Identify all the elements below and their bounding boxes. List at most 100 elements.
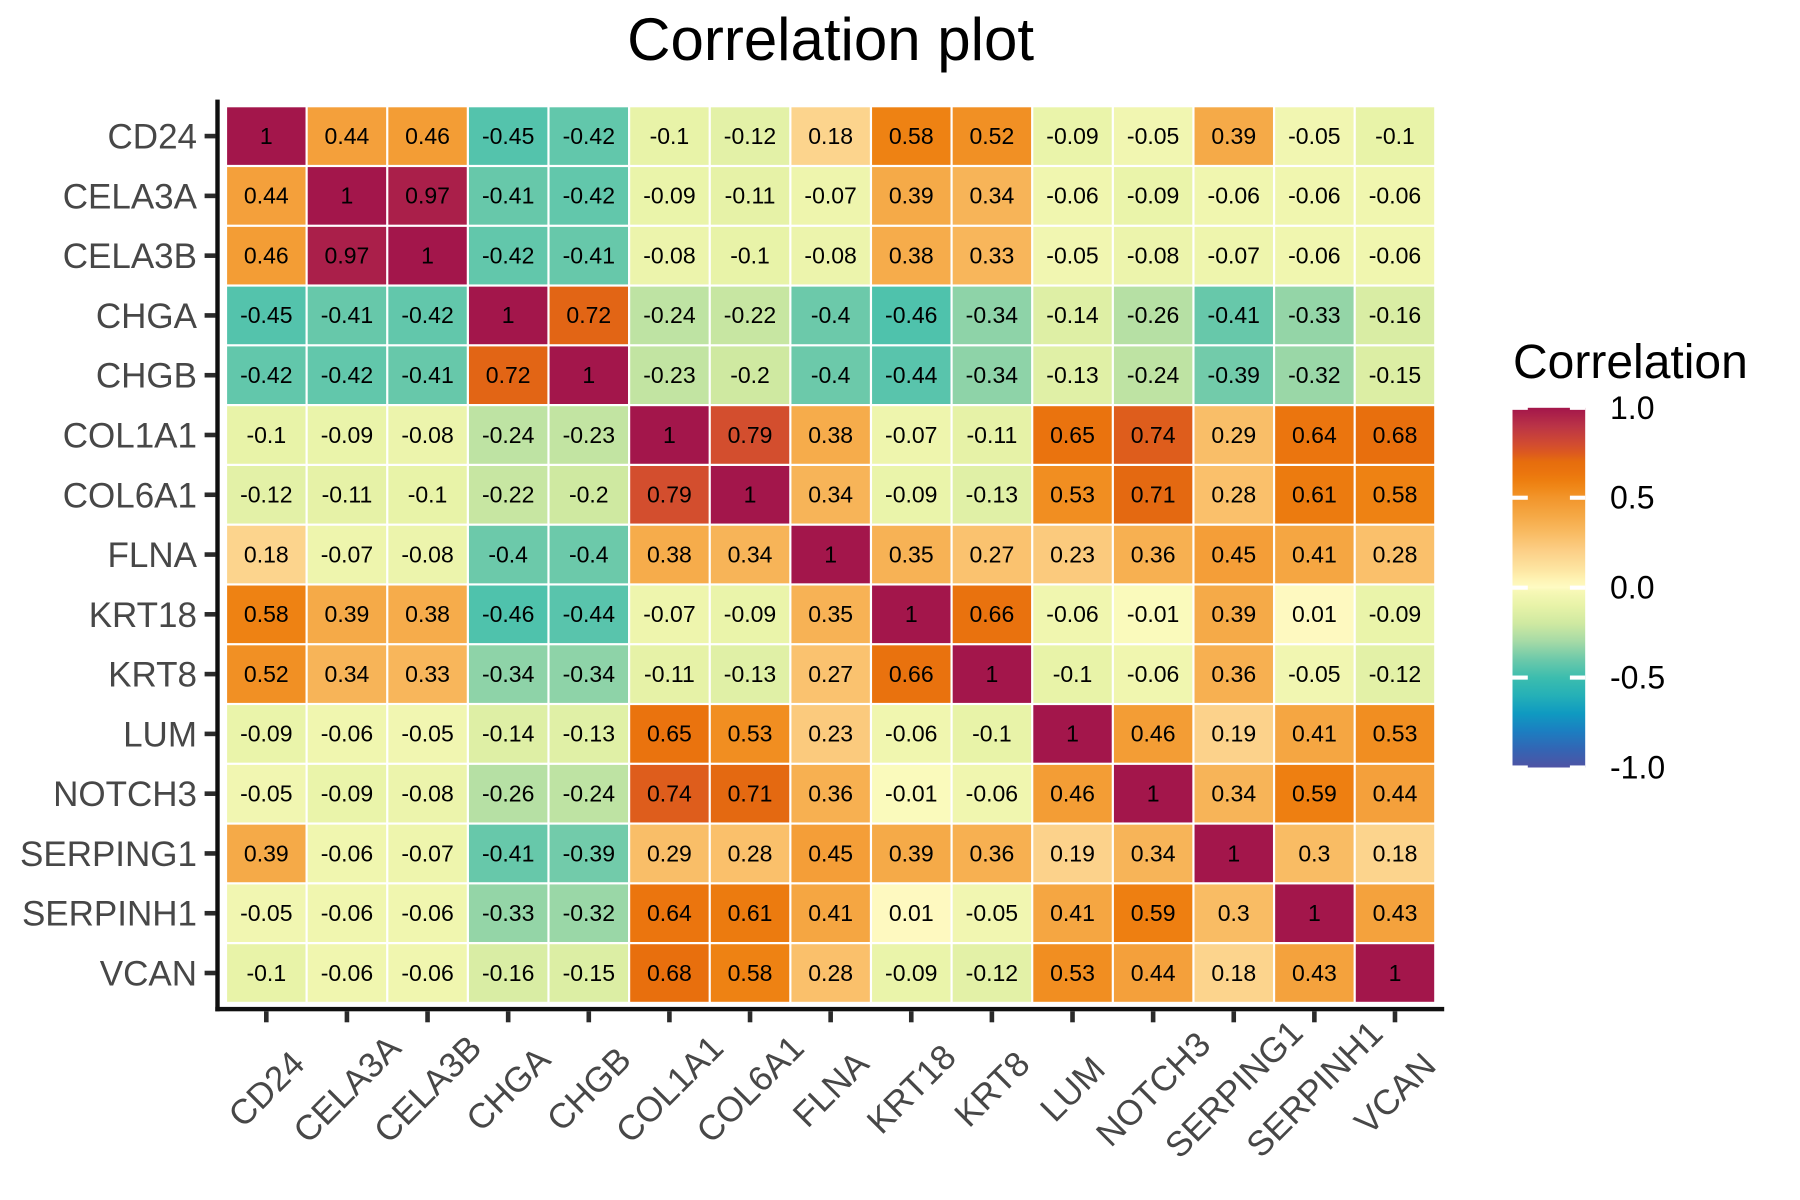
svg-text:-0.44: -0.44 [885,362,938,388]
svg-text:0.61: 0.61 [1292,482,1337,508]
svg-text:0.3: 0.3 [1218,900,1250,926]
svg-text:-0.41: -0.41 [1208,302,1260,328]
svg-text:0.53: 0.53 [1373,721,1418,747]
svg-text:0.33: 0.33 [405,661,450,687]
svg-text:CD24: CD24 [108,118,197,157]
svg-text:-0.06: -0.06 [966,780,1018,806]
svg-text:-0.32: -0.32 [563,900,615,926]
svg-text:-0.09: -0.09 [1369,601,1421,627]
svg-text:CHGB: CHGB [96,357,197,396]
svg-text:-0.2: -0.2 [730,362,770,388]
svg-text:0.38: 0.38 [647,541,692,567]
svg-text:0.41: 0.41 [808,900,853,926]
svg-text:-0.44: -0.44 [563,601,616,627]
svg-text:0.01: 0.01 [889,900,934,926]
svg-text:0.79: 0.79 [728,422,773,448]
svg-text:-0.1: -0.1 [1053,661,1093,687]
svg-text:0.36: 0.36 [808,780,853,806]
svg-text:1: 1 [341,183,354,209]
svg-text:-0.09: -0.09 [1127,183,1179,209]
svg-text:KRT8: KRT8 [108,656,197,695]
svg-text:-0.06: -0.06 [1046,601,1098,627]
svg-text:-0.06: -0.06 [1046,183,1098,209]
svg-text:0.72: 0.72 [566,302,611,328]
svg-text:-0.05: -0.05 [1288,123,1340,149]
svg-text:0.71: 0.71 [728,780,773,806]
svg-text:0.53: 0.53 [1050,960,1095,986]
svg-text:-0.09: -0.09 [321,422,373,448]
svg-text:0.44: 0.44 [244,183,289,209]
svg-text:-0.42: -0.42 [401,302,453,328]
svg-text:0.59: 0.59 [1131,900,1176,926]
svg-text:-0.13: -0.13 [563,721,615,747]
svg-text:0.19: 0.19 [1050,840,1095,866]
svg-text:-0.15: -0.15 [563,960,615,986]
svg-text:0.58: 0.58 [244,601,289,627]
svg-text:-0.5: -0.5 [1610,660,1665,696]
svg-text:0.5: 0.5 [1610,480,1654,516]
svg-text:-0.06: -0.06 [1288,183,1340,209]
svg-text:0.19: 0.19 [1211,721,1256,747]
svg-text:Correlation: Correlation [1513,336,1748,389]
svg-text:0.97: 0.97 [405,183,450,209]
svg-text:-0.09: -0.09 [1046,123,1098,149]
svg-text:1.0: 1.0 [1610,390,1654,426]
svg-text:-0.05: -0.05 [966,900,1018,926]
svg-text:0.18: 0.18 [1211,960,1256,986]
svg-text:-0.11: -0.11 [967,422,1018,448]
svg-text:-0.06: -0.06 [1369,242,1421,268]
svg-text:0.46: 0.46 [244,242,289,268]
svg-text:0.72: 0.72 [486,362,531,388]
svg-text:0.44: 0.44 [1373,780,1418,806]
svg-text:0.68: 0.68 [1373,422,1418,448]
svg-text:-0.41: -0.41 [563,242,615,268]
svg-text:0.27: 0.27 [808,661,853,687]
svg-text:-0.08: -0.08 [401,541,453,567]
svg-text:0.18: 0.18 [1373,840,1418,866]
svg-text:-0.07: -0.07 [401,840,453,866]
svg-text:-0.32: -0.32 [1288,362,1340,388]
svg-text:0.28: 0.28 [1373,541,1418,567]
svg-text:-0.06: -0.06 [321,960,373,986]
svg-text:0.34: 0.34 [1211,780,1256,806]
svg-text:0.38: 0.38 [405,601,450,627]
svg-text:0.29: 0.29 [647,840,692,866]
svg-text:1: 1 [1147,780,1160,806]
svg-text:1: 1 [744,482,757,508]
svg-text:0.43: 0.43 [1292,960,1337,986]
svg-text:-0.4: -0.4 [569,541,609,567]
svg-text:-0.42: -0.42 [482,242,534,268]
svg-text:0.35: 0.35 [808,601,853,627]
svg-text:1: 1 [824,541,837,567]
svg-text:-0.4: -0.4 [811,362,851,388]
svg-text:-0.1: -0.1 [246,960,286,986]
svg-text:0.34: 0.34 [808,482,853,508]
svg-text:-0.1: -0.1 [972,721,1012,747]
svg-text:-0.13: -0.13 [966,482,1018,508]
svg-text:0.18: 0.18 [244,541,289,567]
svg-text:0.01: 0.01 [1292,601,1337,627]
svg-text:-0.4: -0.4 [811,302,851,328]
svg-text:KRT18: KRT18 [89,596,197,635]
svg-text:0.64: 0.64 [1292,422,1337,448]
svg-text:-0.13: -0.13 [724,661,776,687]
svg-text:-0.08: -0.08 [643,242,695,268]
svg-text:-0.24: -0.24 [643,302,696,328]
svg-text:-0.09: -0.09 [240,721,292,747]
svg-text:-0.34: -0.34 [966,362,1019,388]
svg-text:0.29: 0.29 [1211,422,1256,448]
svg-text:-0.06: -0.06 [1127,661,1179,687]
svg-text:1: 1 [1308,900,1321,926]
svg-text:0.45: 0.45 [1211,541,1256,567]
svg-text:-1.0: -1.0 [1610,750,1665,786]
svg-text:-0.14: -0.14 [482,721,535,747]
svg-text:-0.42: -0.42 [563,183,615,209]
svg-text:0.46: 0.46 [1131,721,1176,747]
svg-text:0.39: 0.39 [1211,123,1256,149]
svg-text:-0.08: -0.08 [401,422,453,448]
svg-text:-0.1: -0.1 [730,242,770,268]
svg-text:-0.46: -0.46 [482,601,534,627]
svg-text:-0.09: -0.09 [885,482,937,508]
svg-text:COL6A1: COL6A1 [63,476,197,515]
svg-text:0.64: 0.64 [647,900,692,926]
